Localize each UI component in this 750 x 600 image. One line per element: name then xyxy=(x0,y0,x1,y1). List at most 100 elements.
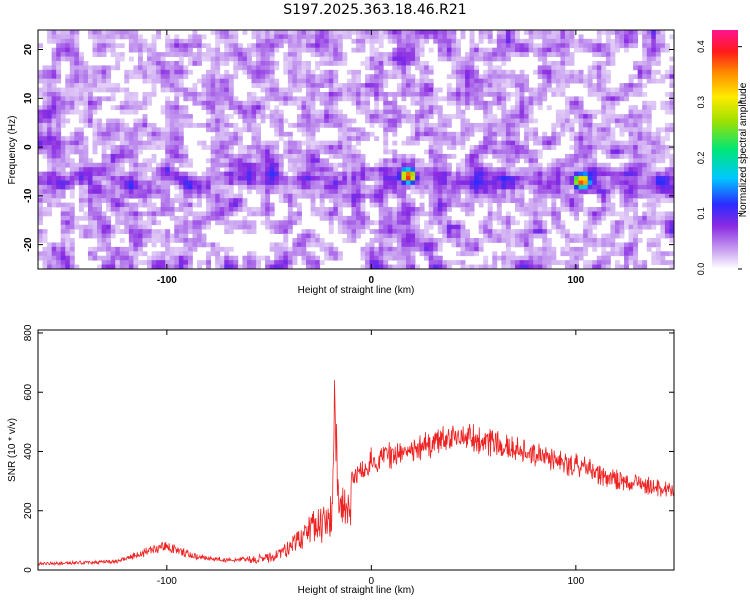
spectrogram-cell xyxy=(587,122,593,128)
spectrogram-cell xyxy=(42,109,48,115)
spectrogram-cell xyxy=(356,207,361,212)
spectrogram-cell xyxy=(278,100,284,106)
spectrogram-cell xyxy=(128,211,134,217)
spectrogram-cell xyxy=(119,136,125,142)
spectrogram-cell xyxy=(642,215,648,221)
spectrogram-cell xyxy=(178,233,184,239)
spectrogram-cell xyxy=(224,171,230,177)
spectrogram-cell xyxy=(165,140,171,146)
spectrogram-cell xyxy=(578,198,584,204)
spectrogram-cell xyxy=(115,87,121,93)
spectrogram-cell xyxy=(442,158,448,164)
spectrogram-cell xyxy=(274,114,280,119)
spectrogram-cell xyxy=(505,30,511,35)
spectrogram-cell xyxy=(510,184,516,190)
spectrogram-cell xyxy=(515,83,520,88)
spectrogram-cell xyxy=(42,153,48,159)
spectrogram-cell xyxy=(333,145,339,150)
spectrogram-cell xyxy=(442,118,448,124)
spectrogram-cell xyxy=(410,60,416,66)
spectrogram-cell xyxy=(342,122,348,128)
spectrogram-cell xyxy=(378,207,384,212)
spectrogram-cell xyxy=(47,87,53,93)
spectrogram-cell xyxy=(324,34,330,40)
spectrogram-cell xyxy=(610,118,616,124)
spectrogram-cell xyxy=(51,52,57,57)
spectrogram-cell xyxy=(633,162,639,168)
spectrogram-cell xyxy=(42,78,48,84)
spectrogram-cell xyxy=(219,140,225,146)
spectrogram-cell xyxy=(169,131,175,137)
spectrogram-cell xyxy=(496,105,502,111)
spectrogram-cell xyxy=(465,202,470,208)
spectrogram-cell xyxy=(328,69,334,75)
spectrogram-cell xyxy=(542,211,548,217)
spectrogram-cell xyxy=(428,211,434,217)
spectrogram-cell xyxy=(260,211,266,217)
spectrogram-cell xyxy=(324,52,330,57)
spectrogram-cell xyxy=(455,109,461,115)
spectrogram-cell xyxy=(410,118,416,124)
spectrogram-cell xyxy=(242,122,248,128)
spectrogram-cell xyxy=(583,211,589,217)
spectrogram-cell xyxy=(165,229,171,234)
spectrogram-cell xyxy=(256,167,261,173)
spectrogram-cell xyxy=(47,38,53,44)
spectrogram-cell xyxy=(642,176,648,181)
spectrogram-cell xyxy=(183,65,189,71)
spectrogram-cell xyxy=(487,189,493,195)
spectrogram-cell xyxy=(97,105,102,111)
spectrogram-cell xyxy=(201,122,207,128)
spectrogram-cell xyxy=(605,122,611,128)
spectrogram-cell xyxy=(451,184,457,190)
spectrogram-cell xyxy=(92,198,98,204)
spectrogram-cell xyxy=(492,56,498,62)
spectrogram-cell xyxy=(360,167,366,173)
spectrogram-cell xyxy=(651,171,657,177)
spectrogram-cell xyxy=(415,30,420,35)
spectrogram-cell xyxy=(601,136,607,142)
spectrogram-cell xyxy=(605,176,611,181)
spectrogram-cell xyxy=(510,83,516,88)
spectrogram-cell xyxy=(487,34,493,40)
spectrogram-cell xyxy=(287,83,293,88)
spectrogram-cell xyxy=(551,122,557,128)
spectrogram-cell xyxy=(487,145,493,150)
spectrogram-cell xyxy=(83,184,89,190)
spectrogram-cell xyxy=(460,158,466,164)
spectrogram-cell xyxy=(206,69,212,75)
spectrogram-cell xyxy=(501,158,507,164)
spectrogram-cell xyxy=(587,158,593,164)
spectrogram-cell xyxy=(178,136,184,142)
spectrogram-cell xyxy=(528,220,534,226)
spectrogram-cell xyxy=(292,34,298,40)
spectrogram-cell xyxy=(537,69,543,75)
spectrogram-cell xyxy=(501,100,507,106)
spectrogram-cell xyxy=(451,30,457,35)
spectrogram-cell xyxy=(383,224,389,230)
spectrogram-cell xyxy=(524,131,530,137)
spectrogram-cell xyxy=(183,87,189,93)
spectrogram-cell xyxy=(65,211,71,217)
spectrogram-cell xyxy=(619,202,625,208)
spectrogram-cell xyxy=(505,114,511,119)
spectrogram-cell xyxy=(65,215,71,221)
spectrogram-cell xyxy=(187,184,193,190)
spectrogram-cell xyxy=(274,34,280,40)
spectrogram-cell xyxy=(578,38,584,44)
spectrogram-cell xyxy=(510,140,516,146)
spectrogram-cell xyxy=(410,56,416,62)
spectrogram-cell xyxy=(351,184,357,190)
spectrogram-cell xyxy=(596,69,602,75)
spectrogram-cell xyxy=(478,162,484,168)
spectrogram-cell xyxy=(433,127,439,133)
spectrogram-cell xyxy=(515,176,520,181)
spectrogram-cell xyxy=(160,105,166,111)
spectrogram-cell xyxy=(287,193,293,199)
spectrogram-cell xyxy=(319,47,325,53)
spectrogram-cell xyxy=(228,193,234,199)
spectrogram-cell xyxy=(233,180,239,186)
spectrogram-cell xyxy=(383,136,389,142)
spectrogram-cell xyxy=(265,96,271,102)
spectrogram-cell xyxy=(224,149,230,155)
